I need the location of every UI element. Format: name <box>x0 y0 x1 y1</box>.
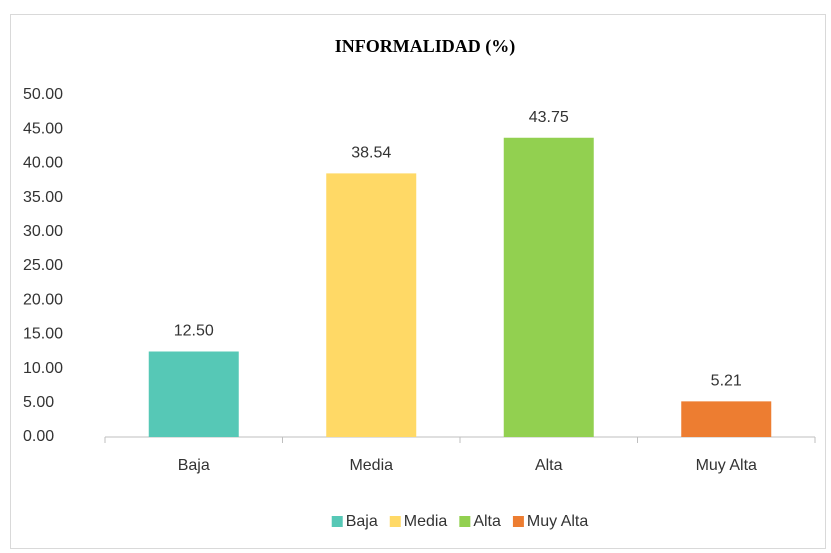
y-tick-label: 20.00 <box>23 291 63 308</box>
legend-label: Baja <box>346 513 378 530</box>
value-label: 38.54 <box>351 145 391 162</box>
y-tick-label: 30.00 <box>23 223 63 240</box>
y-tick-label: 35.00 <box>23 189 63 206</box>
y-tick-label: 0.00 <box>23 428 54 445</box>
legend-label: Media <box>404 513 448 530</box>
y-tick-label: 40.00 <box>23 155 63 172</box>
legend-swatch <box>512 516 524 527</box>
legend-label: Muy Alta <box>527 513 588 530</box>
y-tick-label: 25.00 <box>23 257 63 274</box>
legend-swatch <box>331 516 343 527</box>
x-tick-label: Muy Alta <box>696 457 757 474</box>
x-tick-label: Alta <box>535 457 563 474</box>
y-tick-label: 5.00 <box>23 394 54 411</box>
x-tick-label: Baja <box>178 457 210 474</box>
value-label: 5.21 <box>711 373 742 390</box>
y-tick-label: 45.00 <box>23 120 63 137</box>
bar <box>148 351 239 437</box>
y-tick-label: 15.00 <box>23 326 63 343</box>
y-tick-label: 50.00 <box>23 86 63 103</box>
chart-border <box>10 14 826 549</box>
bar <box>503 137 594 437</box>
legend-swatch <box>389 516 401 527</box>
value-label: 43.75 <box>529 109 569 126</box>
bar <box>326 173 417 437</box>
bar <box>681 401 772 437</box>
x-tick-label: Media <box>349 457 393 474</box>
chart-title: INFORMALIDAD (%) <box>335 36 515 57</box>
legend-label: Alta <box>473 513 501 530</box>
value-label: 12.50 <box>174 323 214 340</box>
y-tick-label: 10.00 <box>23 360 63 377</box>
legend-swatch <box>459 516 471 527</box>
